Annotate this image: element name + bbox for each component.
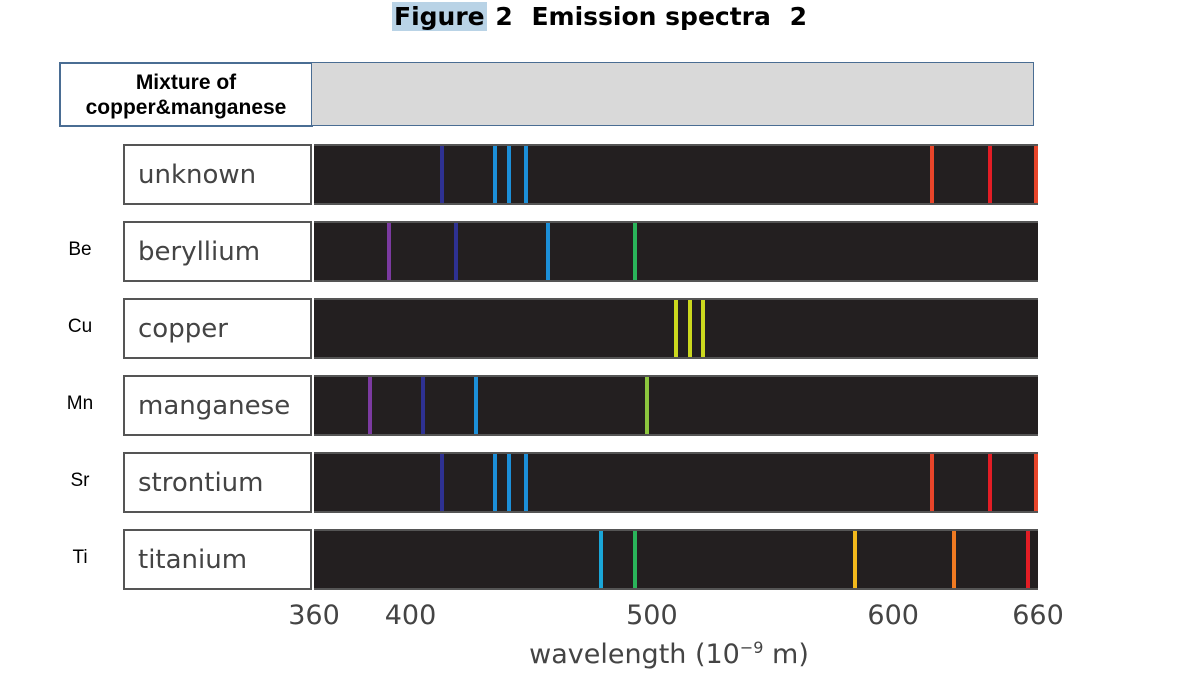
element-symbol: Mn [66,393,94,414]
spectrum-bar [314,221,1038,282]
emission-line [1026,531,1031,588]
emission-line [929,454,934,511]
mixture-label-line1: Mixture of [135,70,237,94]
figure-title: Figure 2 Emission spectra 2 [0,2,1199,31]
tick-label: 400 [384,600,437,631]
mixture-spectrum-answer-box[interactable] [311,62,1034,126]
emission-line [524,454,529,511]
emission-line [1033,146,1038,203]
figure-title-text: Emission spectra [531,2,771,31]
emission-line [473,377,478,434]
element-name-text: manganese [138,390,291,421]
element-symbol: Ti [72,547,88,568]
spectrum-bar [314,144,1038,205]
element-name-label: manganese [123,375,312,436]
axis-label-unit: m) [763,639,809,670]
mixture-label: Mixture of copper&manganese [59,62,313,127]
mixture-label-line2: copper&manganese [85,95,287,119]
tick-label: 360 [288,600,340,631]
tick-label: 660 [1012,600,1064,631]
element-name-label: copper [123,298,312,359]
emission-line [546,223,551,280]
emission-line [386,223,391,280]
emission-line [524,146,529,203]
spectrum-bar [314,375,1038,436]
element-name-text: unknown [138,159,257,190]
axis-label: wavelength (10−9 m) [529,638,809,670]
element-name-label: beryllium [123,221,312,282]
emission-line [632,531,637,588]
emission-line [674,300,678,357]
emission-line [420,377,425,434]
tick-label: 600 [867,600,919,631]
element-name-label: strontium [123,452,312,513]
emission-line [493,454,497,511]
emission-line [688,300,693,357]
emission-line [951,531,956,588]
figure-title-suffix: 2 [789,2,807,31]
element-name-text: titanium [138,544,248,575]
element-name-label: titanium [123,529,312,590]
element-symbol: Sr [70,470,90,491]
figure-title-number: 2 [495,2,513,31]
emission-line [493,146,497,203]
element-symbol: Cu [67,316,93,337]
emission-line [599,531,604,588]
emission-line [632,223,637,280]
emission-line [929,146,934,203]
emission-line [645,377,650,434]
axis-label-main: wavelength (10 [529,639,740,670]
spectrum-bar [314,529,1038,590]
element-symbol: Be [68,239,92,260]
tick-label: 500 [626,600,678,631]
emission-line [987,146,992,203]
spectrum-bar [314,452,1038,513]
emission-line [439,146,444,203]
emission-line [700,300,705,357]
figure-title-highlight: Figure [392,2,487,31]
emission-line [454,223,459,280]
element-name-label: unknown [123,144,312,205]
emission-line [987,454,992,511]
emission-line [507,146,512,203]
axis-label-exponent: −9 [739,638,764,657]
emission-line [439,454,444,511]
spectrum-bar [314,298,1038,359]
element-name-text: copper [138,313,228,344]
emission-line [852,531,857,588]
element-name-text: strontium [138,467,264,498]
emission-line [1033,454,1038,511]
emission-line [507,454,512,511]
element-name-text: beryllium [138,236,261,267]
emission-line [367,377,372,434]
